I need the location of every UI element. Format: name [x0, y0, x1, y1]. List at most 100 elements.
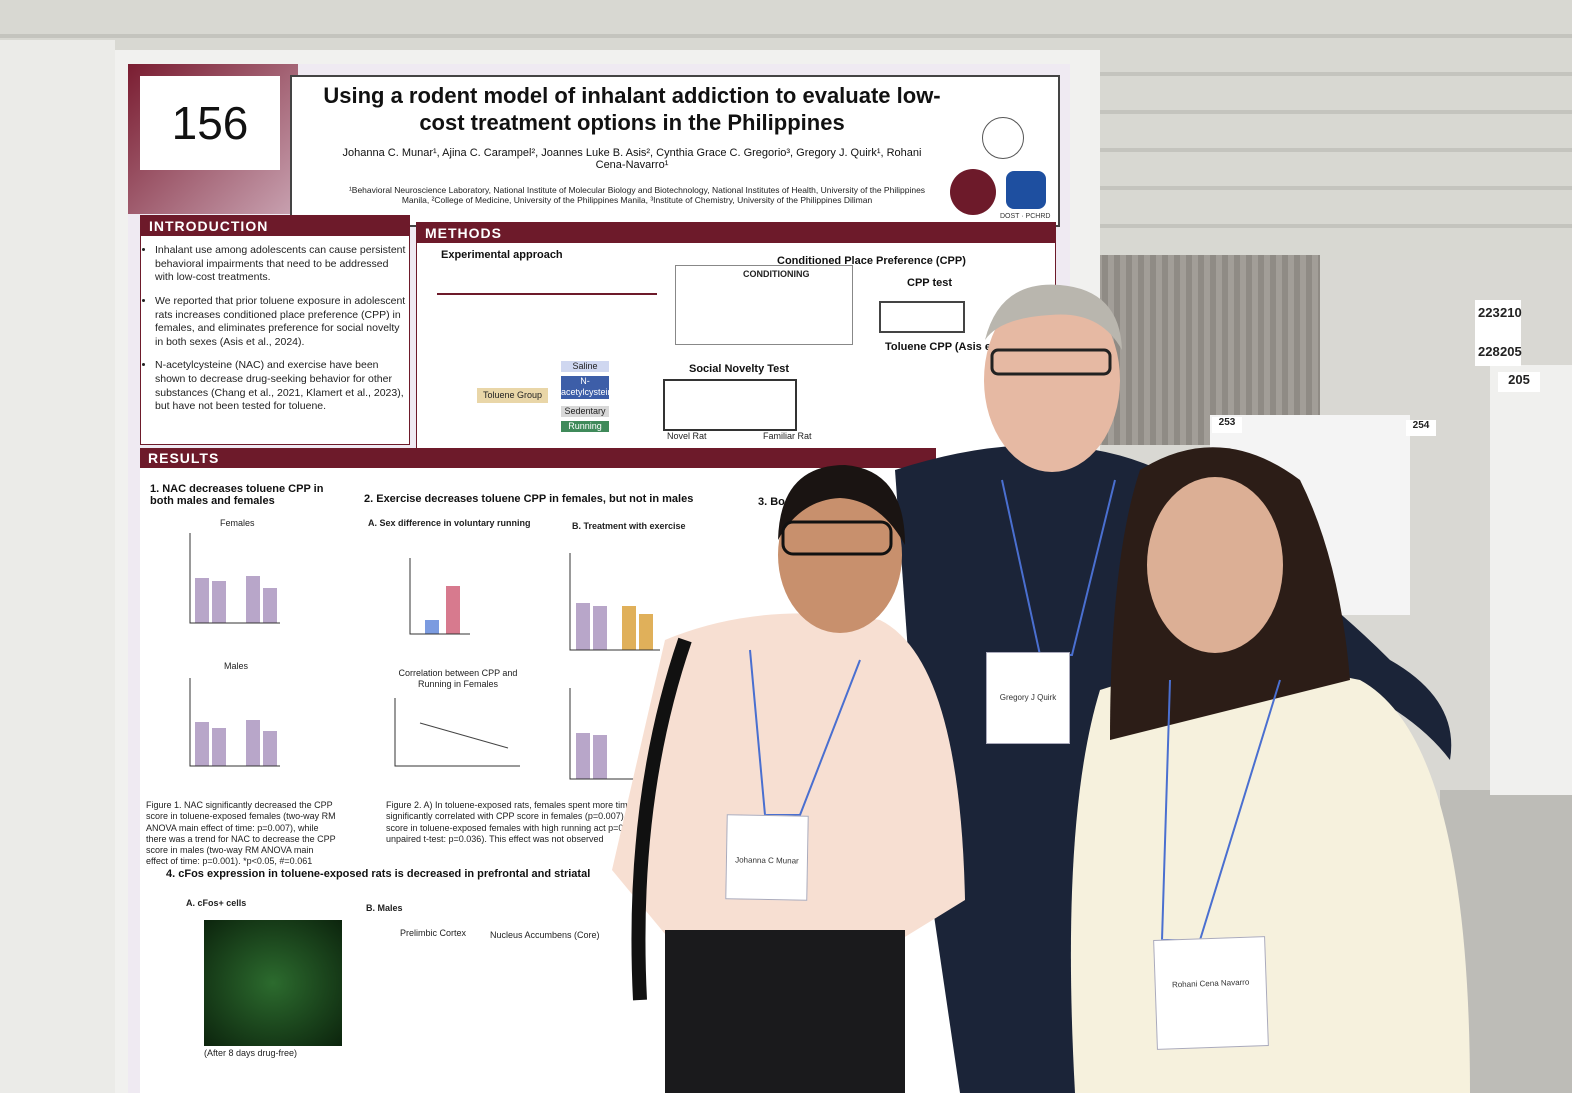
bar — [639, 614, 653, 650]
section-heading: METHODS — [417, 223, 1055, 243]
axes — [189, 533, 660, 780]
label: Prelimbic Cortex — [400, 928, 467, 938]
booth-number: 253 — [1212, 417, 1242, 433]
treatment: Running — [561, 421, 609, 433]
poster-affiliations: ¹Behavioral Neuroscience Laboratory, Nat… — [348, 185, 926, 205]
head — [984, 288, 1120, 472]
sign-number: 210 — [1500, 305, 1522, 320]
logo — [982, 117, 1024, 159]
right-board — [1490, 365, 1572, 795]
person-left — [612, 465, 965, 1093]
name-badge: Johanna C Munar — [725, 814, 809, 901]
panel-heading: 3. Bo — [758, 496, 785, 508]
curtain — [1090, 255, 1320, 445]
apparatus — [675, 265, 853, 345]
head — [1147, 477, 1283, 653]
booth-number: 254 — [1406, 420, 1436, 436]
figure-caption: Figure 2. A) In toluene-exposed rats, fe… — [386, 800, 662, 844]
label: (After 8 days drug-free) — [204, 1048, 298, 1058]
sign-number: 228 — [1478, 344, 1500, 359]
label: Males — [224, 661, 249, 671]
subheading: Conditioned Place Preference (CPP) — [777, 255, 966, 267]
label: Novel Rat — [667, 431, 707, 441]
skirt — [665, 930, 905, 1093]
label: B. Males — [366, 903, 403, 913]
poster-number: 156 — [140, 76, 280, 170]
timeline — [437, 293, 657, 295]
logo — [950, 169, 996, 215]
bar — [246, 576, 260, 623]
bar — [246, 720, 260, 766]
label: Females — [220, 518, 255, 528]
title-box: Using a rodent model of inhalant addicti… — [290, 75, 1060, 227]
intro-bullet: N-acetylcysteine (NAC) and exercise have… — [155, 359, 409, 414]
axis — [189, 678, 280, 767]
panel-heading: 1. NAC decreases toluene CPP in both mal… — [150, 483, 324, 507]
poster-title: Using a rodent model of inhalant addicti… — [323, 83, 941, 135]
label: B. Treatment with exercise — [572, 521, 686, 531]
label: Nucleus Accumbens (Core) — [490, 930, 600, 940]
methods-section: METHODS Experimental approach Conditione… — [416, 222, 1056, 455]
subheading: Toluene CPP (Asis et al. — [885, 341, 1010, 353]
bar — [195, 578, 209, 623]
apparatus — [879, 301, 965, 333]
section-heading: RESULTS — [140, 448, 936, 468]
axis — [394, 698, 520, 767]
bar — [263, 731, 277, 766]
bar — [195, 722, 209, 766]
label: A. Sex difference in voluntary running — [368, 518, 531, 528]
bar — [576, 733, 590, 779]
hair — [985, 284, 1122, 350]
treatment: N-acetylcysteine — [561, 376, 618, 399]
name-badge: Rohani Cena Navarro — [1153, 936, 1269, 1050]
bar — [593, 606, 607, 650]
name-badge: Gregory J Quirk — [986, 652, 1070, 744]
label: A. cFos+ cells — [186, 898, 247, 908]
label: Correlation between CPP and Running in F… — [398, 668, 518, 690]
intro-bullet: We reported that prior toluene exposure … — [155, 295, 409, 350]
bar-sketch — [195, 576, 653, 779]
axis — [569, 688, 660, 780]
subheading: Experimental approach — [441, 249, 563, 261]
glasses — [781, 520, 893, 556]
poster-authors: Johanna C. Munar¹, Ajina C. Carampel², J… — [342, 147, 922, 171]
person-right — [1070, 447, 1470, 1093]
arena — [663, 379, 797, 431]
booth-number: 205 — [1498, 372, 1540, 392]
intro-section: INTRODUCTION Inhalant use among adolesce… — [140, 215, 410, 445]
subheading: Social Novelty Test — [689, 363, 790, 375]
bar — [446, 586, 460, 634]
left-panel — [0, 40, 115, 1093]
bar — [212, 728, 226, 766]
trend-line — [419, 722, 509, 749]
sign-number: 223 — [1478, 305, 1500, 320]
label: Familiar Rat — [763, 431, 812, 441]
bar — [622, 606, 636, 650]
axis — [189, 533, 280, 624]
axis — [409, 558, 470, 635]
axis — [569, 553, 660, 651]
figure-sketches — [189, 533, 660, 780]
label: Toluene Group — [477, 388, 549, 404]
blouse — [612, 613, 965, 940]
panel-heading: 2. Exercise decreases toluene CPP in fem… — [364, 493, 694, 505]
bar — [263, 588, 277, 623]
intro-list: Inhalant use among adolescents can cause… — [141, 244, 409, 414]
panel-heading: 4. cFos expression in toluene-exposed ra… — [166, 868, 591, 880]
micrograph — [204, 920, 342, 1046]
intro-bullet: Inhalant use among adolescents can cause… — [155, 244, 409, 285]
bar — [212, 581, 226, 623]
bar — [593, 735, 607, 779]
section-heading: INTRODUCTION — [141, 216, 409, 236]
hair — [778, 465, 905, 545]
treatment: Saline — [561, 361, 609, 373]
subheading: CPP test — [907, 277, 953, 289]
sign-number: 205 — [1500, 344, 1522, 359]
glasses — [990, 348, 1112, 376]
label: CONDITIONING — [743, 269, 810, 279]
figure-caption: Figure 1. NAC significantly decreased th… — [146, 800, 336, 867]
bar — [576, 603, 590, 650]
sign: 223 210 228 205 — [1475, 300, 1522, 366]
